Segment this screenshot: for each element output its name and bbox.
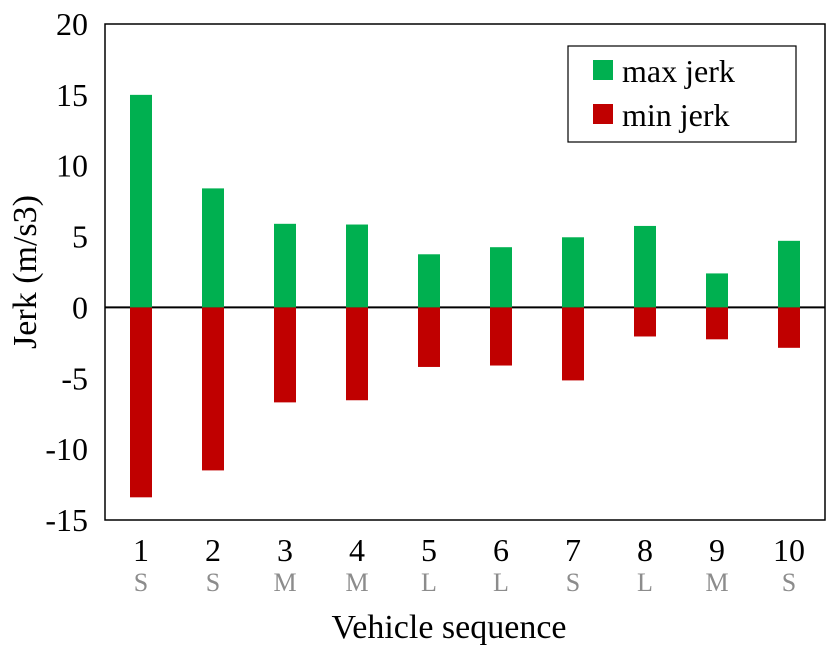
- min-jerk-bar-10: [778, 307, 800, 348]
- min-jerk-bar-8: [634, 307, 656, 337]
- vehicle-size-label: L: [493, 568, 509, 597]
- max-jerk-bar-3: [274, 223, 296, 308]
- x-tick-label: 4: [349, 532, 365, 568]
- max-jerk-bar-10: [778, 240, 800, 308]
- min-jerk-bar-6: [490, 307, 512, 366]
- max-jerk-bar-5: [418, 254, 440, 308]
- x-tick-label: 1: [133, 532, 149, 568]
- y-tick-label: 15: [56, 77, 88, 113]
- legend-label-min: min jerk: [622, 97, 730, 133]
- vehicle-size-label: M: [273, 568, 296, 597]
- vehicle-size-label: L: [421, 568, 437, 597]
- x-tick-labels: 1 2 3 4 5 6 7 8 9 10: [133, 532, 805, 568]
- legend: max jerk min jerk: [567, 45, 797, 143]
- x-axis-title: Vehicle sequence: [331, 609, 566, 646]
- vehicle-size-label: S: [206, 568, 220, 597]
- vehicle-size-label: S: [566, 568, 580, 597]
- vehicle-size-label: S: [782, 568, 796, 597]
- y-tick-label: 20: [56, 6, 88, 42]
- max-jerk-bar-7: [562, 237, 584, 308]
- x-tick-label: 8: [637, 532, 653, 568]
- y-tick-label: 10: [56, 148, 88, 184]
- legend-swatch-max: [593, 60, 613, 80]
- min-jerk-bar-5: [418, 307, 440, 367]
- y-tick-label: 0: [72, 289, 88, 325]
- max-jerk-bar-9: [706, 273, 728, 308]
- min-jerk-bar-1: [130, 307, 152, 498]
- x-tick-label: 7: [565, 532, 581, 568]
- min-jerk-bar-3: [274, 307, 296, 403]
- max-jerk-bar-6: [490, 247, 512, 308]
- x-tick-label: 2: [205, 532, 221, 568]
- x-tick-label: 6: [493, 532, 509, 568]
- legend-label-max: max jerk: [622, 53, 735, 89]
- bars-group: [130, 94, 800, 498]
- vehicle-size-label: M: [345, 568, 368, 597]
- vehicle-size-label: S: [134, 568, 148, 597]
- y-tick-label: -10: [45, 431, 88, 467]
- plot-area: [104, 23, 826, 521]
- x-tick-label: 5: [421, 532, 437, 568]
- max-jerk-bar-4: [346, 224, 368, 308]
- vehicle-size-label: L: [637, 568, 653, 597]
- vehicle-size-label: M: [705, 568, 728, 597]
- min-jerk-bar-7: [562, 307, 584, 381]
- y-tick-labels: 20 15 10 5 0 -5 -10 -15: [45, 6, 88, 538]
- max-jerk-bar-1: [130, 94, 152, 308]
- min-jerk-bar-9: [706, 307, 728, 340]
- x-tick-label: 10: [773, 532, 805, 568]
- min-jerk-bar-4: [346, 307, 368, 401]
- y-axis-title: Jerk (m/s3): [7, 195, 44, 349]
- max-jerk-bar-8: [634, 225, 656, 308]
- x-tick-label: 9: [709, 532, 725, 568]
- y-tick-label: -5: [61, 360, 88, 396]
- y-tick-label: 5: [72, 219, 88, 255]
- legend-swatch-min: [593, 104, 613, 124]
- min-jerk-bar-2: [202, 307, 224, 471]
- max-jerk-bar-2: [202, 188, 224, 308]
- y-tick-label: -15: [45, 502, 88, 538]
- x-tick-label: 3: [277, 532, 293, 568]
